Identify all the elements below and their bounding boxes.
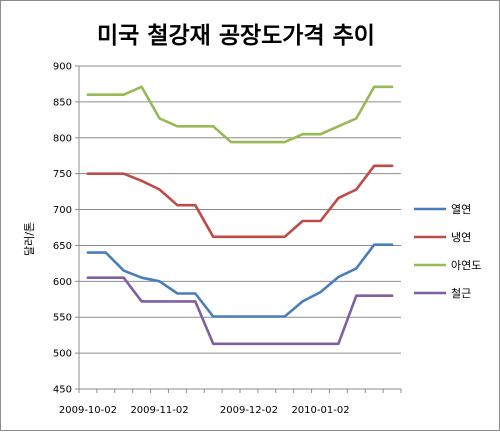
y-tick-label: 800: [53, 133, 72, 144]
legend-label: 철근: [451, 287, 471, 300]
y-tick-label: 450: [53, 385, 72, 396]
series-line-1: [86, 243, 394, 318]
y-tick-label: 850: [53, 97, 72, 108]
series-lines: [86, 85, 394, 346]
x-tick-label: 2009-11-02: [130, 405, 188, 416]
y-tick-label: 750: [53, 169, 72, 180]
y-tick-labels: 450 500 550 600 650 700 750 800 850 900: [53, 62, 72, 396]
legend-label: 열연: [451, 203, 471, 216]
legend-label: 냉연: [451, 231, 471, 244]
series-line-4: [86, 276, 394, 346]
x-tick-label: 2009-12-02: [220, 405, 278, 416]
y-tick-label: 600: [53, 277, 72, 288]
gridlines: [75, 65, 401, 390]
series-line-3: [86, 85, 394, 144]
axes: [78, 66, 402, 393]
chart-title: 미국 철강재 공장도가격 추이: [97, 23, 375, 49]
x-tick-label: 2010-01-02: [291, 405, 349, 416]
legend-label: 아연도: [451, 259, 481, 272]
x-tick-labels: 2009-10-02 2009-11-02 2009-12-02 2010-01-02: [59, 405, 350, 416]
y-tick-label: 500: [53, 349, 72, 360]
y-tick-label: 650: [53, 241, 72, 252]
y-axis-title: 달러/톤: [23, 222, 36, 256]
y-tick-label: 900: [53, 62, 72, 73]
y-tick-label: 700: [53, 205, 72, 216]
y-tick-label: 550: [53, 313, 72, 324]
series-line-2: [86, 164, 394, 239]
x-tick-label: 2009-10-02: [59, 405, 117, 416]
